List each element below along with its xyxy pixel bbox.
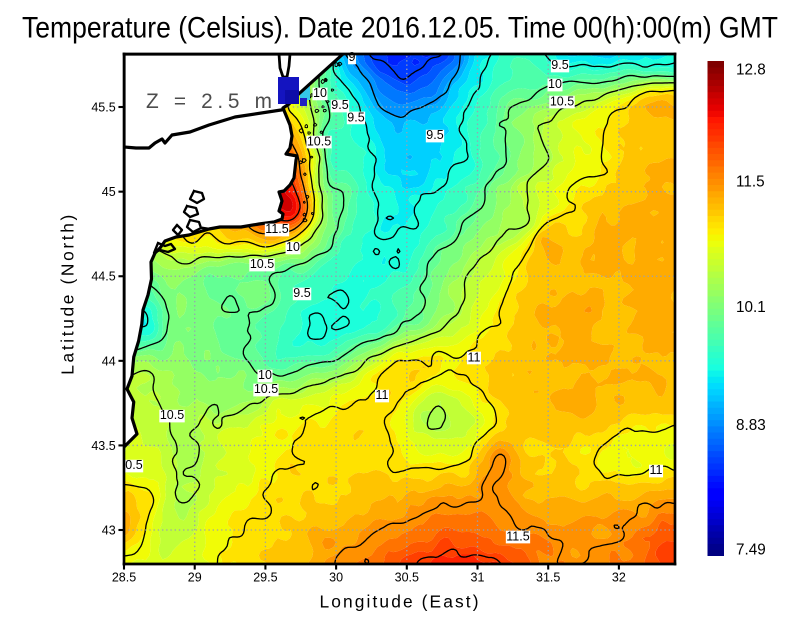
svg-text:9: 9 [349, 50, 356, 64]
svg-text:30: 30 [329, 570, 343, 584]
svg-text:11: 11 [650, 463, 663, 477]
svg-text:10.5: 10.5 [250, 257, 274, 271]
svg-text:29.5: 29.5 [253, 570, 277, 584]
svg-text:28.5: 28.5 [112, 570, 136, 584]
svg-text:10: 10 [313, 86, 327, 100]
svg-text:31.5: 31.5 [536, 570, 560, 584]
svg-text:45: 45 [102, 185, 116, 199]
svg-text:Temperature (Celsius). Date 20: Temperature (Celsius). Date 2016.12.05. … [22, 13, 778, 45]
svg-text:10.1: 10.1 [736, 299, 766, 316]
svg-text:10: 10 [258, 368, 272, 382]
svg-text:10.5: 10.5 [160, 408, 184, 422]
svg-text:43.5: 43.5 [91, 439, 115, 453]
svg-text:9.5: 9.5 [293, 286, 310, 300]
svg-text:31: 31 [471, 570, 485, 584]
svg-text:Longitude (East): Longitude (East) [319, 592, 478, 612]
svg-text:9.5: 9.5 [551, 58, 568, 72]
svg-text:45.5: 45.5 [91, 101, 115, 115]
svg-text:11: 11 [468, 350, 481, 364]
svg-text:11.5: 11.5 [736, 173, 765, 190]
svg-text:11: 11 [376, 388, 389, 402]
svg-text:12.8: 12.8 [736, 61, 766, 78]
svg-text:11.5: 11.5 [506, 529, 529, 543]
svg-text:0.5: 0.5 [125, 458, 142, 472]
svg-text:29: 29 [188, 570, 202, 584]
svg-text:10.5: 10.5 [307, 134, 331, 148]
svg-text:9.5: 9.5 [426, 128, 443, 142]
svg-text:Latitude (North): Latitude (North) [57, 215, 77, 375]
svg-text:43: 43 [102, 524, 116, 538]
svg-text:44.5: 44.5 [91, 270, 115, 284]
svg-text:30.5: 30.5 [395, 570, 419, 584]
svg-text:10.5: 10.5 [254, 382, 278, 396]
svg-text:11.5: 11.5 [265, 222, 288, 236]
svg-text:10.5: 10.5 [550, 94, 574, 108]
svg-text:8.83: 8.83 [736, 417, 766, 434]
svg-text:10: 10 [548, 77, 562, 91]
svg-text:9.5: 9.5 [347, 110, 364, 124]
svg-text:7.49: 7.49 [736, 541, 766, 558]
svg-text:32: 32 [612, 570, 626, 584]
svg-text:44: 44 [102, 354, 116, 368]
svg-text:10: 10 [286, 240, 300, 254]
svg-text:9.5: 9.5 [331, 98, 348, 112]
